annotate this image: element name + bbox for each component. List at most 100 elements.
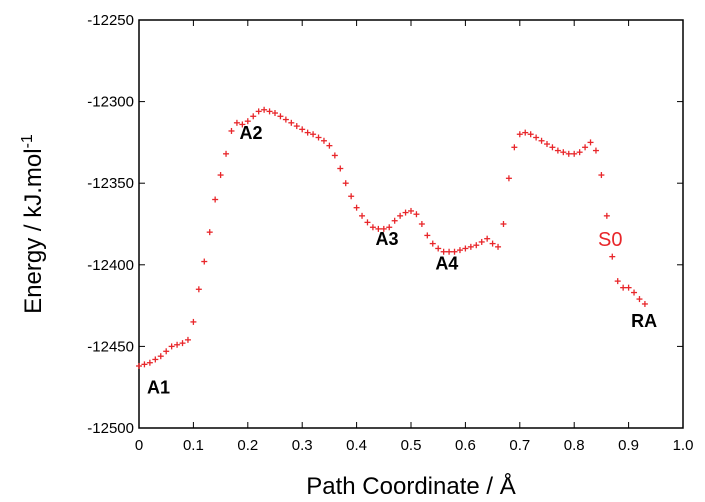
data-point (636, 296, 643, 303)
data-point (244, 118, 251, 125)
y-axis-title: Energy / kJ.mol-1 (19, 134, 47, 314)
data-point (402, 209, 409, 216)
data-point (576, 149, 583, 156)
annotation-label: RA (631, 311, 657, 331)
data-point (413, 211, 420, 218)
data-point (233, 119, 240, 126)
data-point (250, 113, 257, 120)
data-point (266, 108, 273, 115)
data-point (179, 340, 186, 347)
data-point (598, 172, 605, 179)
data-point (603, 212, 610, 219)
data-point (473, 242, 480, 249)
data-point (511, 144, 518, 151)
data-point (408, 207, 414, 214)
data-point (239, 121, 246, 128)
data-point (293, 123, 300, 130)
x-tick-label: 0 (135, 437, 143, 454)
data-point (364, 219, 371, 226)
annotation-label: A2 (239, 123, 262, 143)
data-point (212, 196, 219, 203)
data-point (315, 134, 322, 141)
x-tick-label: 0.6 (455, 437, 476, 454)
data-point (484, 235, 491, 242)
y-tick-label: -12500 (87, 420, 134, 437)
annotation-label: A4 (435, 254, 458, 274)
data-point (310, 131, 317, 138)
data-point (527, 131, 534, 138)
data-point (571, 150, 578, 157)
data-point (195, 286, 202, 293)
data-point (201, 258, 208, 265)
data-point (614, 278, 621, 285)
data-point (467, 243, 474, 250)
data-point (288, 119, 295, 126)
data-point (337, 165, 344, 172)
y-axis: -12250 -12300 -12350 -12400 -12450 -12500 (87, 12, 683, 437)
data-point (544, 141, 550, 148)
data-point (228, 127, 235, 134)
data-point (533, 134, 540, 141)
data-point (446, 248, 453, 255)
data-point (348, 193, 355, 200)
data-point (429, 240, 436, 247)
data-point (522, 129, 529, 136)
data-point (424, 232, 431, 239)
x-tick-label: 1.0 (673, 437, 694, 454)
annotation-label: A1 (147, 378, 170, 398)
x-axis-title: Path Coordinate / Å (306, 472, 515, 500)
data-point (217, 172, 224, 179)
data-point (565, 150, 572, 157)
x-tick-label: 0.5 (401, 437, 422, 454)
data-point (560, 149, 567, 156)
y-tick-label: -12250 (87, 12, 134, 29)
data-point (435, 245, 442, 252)
data-point (190, 318, 197, 325)
data-point (451, 248, 458, 255)
data-point (538, 137, 545, 144)
y-tick-label: -12400 (87, 257, 134, 274)
x-tick-label: 0.2 (237, 437, 258, 454)
data-point (391, 217, 398, 224)
data-point (516, 131, 523, 138)
data-point (331, 152, 338, 159)
data-point (272, 110, 278, 117)
data-point (261, 106, 268, 113)
data-point (174, 341, 181, 348)
data-point (380, 225, 387, 232)
data-point (353, 204, 360, 211)
data-point (456, 247, 463, 254)
data-point (255, 108, 262, 115)
annotation-label: A3 (375, 229, 398, 249)
x-tick-label: 0.3 (292, 437, 313, 454)
data-point (359, 212, 366, 219)
data-point (369, 224, 376, 231)
data-point (304, 129, 311, 136)
data-point (489, 240, 496, 247)
data-point (397, 212, 404, 219)
data-point (375, 225, 382, 232)
data-point (163, 348, 170, 355)
x-tick-label: 0.9 (618, 437, 639, 454)
data-point (641, 300, 648, 307)
x-tick-label: 0.8 (564, 437, 585, 454)
data-point (631, 289, 638, 296)
data-point (609, 253, 616, 260)
data-point (157, 353, 164, 360)
data-point (582, 144, 589, 151)
data-series-s0 (136, 106, 648, 369)
y-axis-title-main: Energy / kJ.mol (20, 148, 47, 313)
data-point (625, 284, 632, 291)
data-point (462, 245, 469, 252)
y-tick-label: -12450 (87, 338, 134, 355)
y-tick-label: -12300 (87, 94, 134, 111)
data-point (152, 356, 159, 363)
data-point (418, 221, 425, 227)
series-label-s0: S0 (598, 229, 622, 251)
x-tick-label: 0.1 (183, 437, 204, 454)
x-axis: 0 0.1 0.2 0.3 0.4 0.5 0.6 0.7 0.8 0.9 1.0 (135, 20, 694, 454)
data-point (141, 361, 148, 368)
data-point (146, 359, 153, 366)
data-point (549, 144, 556, 151)
